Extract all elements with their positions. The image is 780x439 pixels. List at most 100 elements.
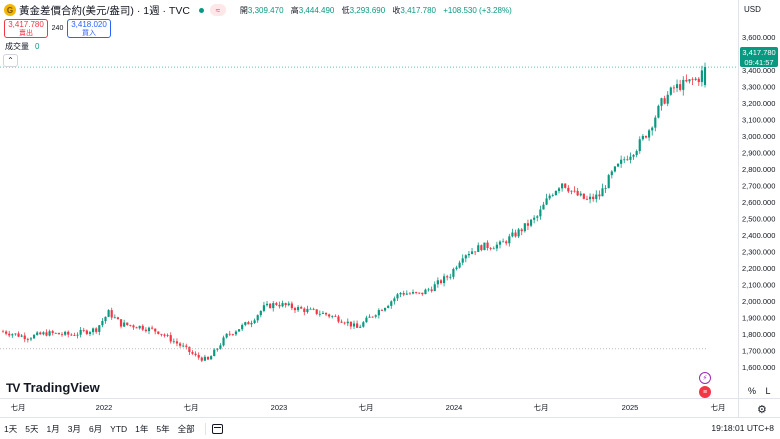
candle-body [107, 310, 110, 317]
time-tick-label: 七月 [711, 403, 726, 412]
candle-body [300, 307, 303, 309]
sell-button[interactable]: 3,417.780 賣出 [4, 19, 48, 38]
candle-body [334, 315, 337, 317]
range-3m[interactable]: 3月 [67, 423, 81, 434]
candle-body [679, 84, 682, 90]
time-tick-label: 七月 [534, 403, 549, 412]
candle-body [225, 333, 228, 338]
candle-body [147, 327, 151, 332]
candle-body [585, 198, 589, 200]
candle-body [132, 325, 135, 328]
candle-body [95, 328, 98, 332]
clock[interactable]: 19:18:01 UTC+8 [711, 423, 774, 433]
candle-body [290, 303, 293, 309]
candle-body [380, 310, 384, 311]
symbol-title[interactable]: 黃金差價合約(美元/盎司) · 1週 · TVC [19, 4, 190, 17]
candle-body [700, 70, 703, 83]
candle-body [598, 194, 601, 197]
candle-body [11, 334, 14, 336]
candle-body [442, 276, 446, 284]
candle-body [141, 325, 144, 330]
candle-body [247, 322, 250, 325]
candle-body [542, 204, 545, 210]
candle-body [275, 303, 278, 305]
range-1d[interactable]: 1天 [4, 423, 18, 434]
candle-body [430, 289, 433, 291]
settings-gear-icon[interactable]: ⚙ [757, 404, 767, 416]
candle-body [411, 292, 415, 294]
price-tick-label: 2,500.000 [742, 215, 775, 224]
candle-body [536, 216, 539, 218]
candle-body [368, 316, 371, 318]
price-tick-label: 3,600.000 [742, 33, 775, 42]
candle-body [613, 166, 617, 172]
range-1y[interactable]: 1年 [135, 423, 149, 434]
candle-body [554, 190, 557, 196]
candle-body [607, 175, 610, 189]
candle-body [511, 232, 514, 237]
price-tick-label: 2,700.000 [742, 182, 775, 191]
candle-body [663, 98, 666, 104]
candle-body [210, 356, 213, 360]
range-6m[interactable]: 6月 [88, 423, 103, 434]
candle-body [539, 209, 542, 217]
candle-body [396, 294, 399, 299]
candle-body [533, 217, 536, 220]
price-tick-label: 2,800.000 [742, 165, 775, 174]
candle-body [104, 316, 107, 322]
price-tick-label: 1,900.000 [742, 314, 775, 323]
lightning-icon[interactable]: ⚡ [699, 372, 711, 384]
candle-body [439, 280, 443, 284]
candle-body [45, 332, 48, 336]
range-1m[interactable]: 1月 [46, 423, 60, 434]
data-flag-icon[interactable]: ≈ [209, 4, 226, 16]
candle-body [29, 338, 33, 340]
candle-body [269, 303, 272, 309]
candle-body [545, 198, 548, 205]
price-tick-label: 2,400.000 [742, 231, 775, 240]
candle-body [374, 315, 377, 317]
candle-body [399, 292, 402, 295]
collapse-legend-button[interactable]: ⌃ [3, 54, 18, 67]
range-all[interactable]: 全部 [177, 423, 195, 434]
range-ytd[interactable]: YTD [110, 423, 128, 434]
currency-label[interactable]: USD [744, 5, 761, 14]
tradingview-logo[interactable]: TV TradingView [6, 380, 100, 395]
candle-body [371, 316, 374, 318]
candle-body [157, 331, 160, 334]
range-5d[interactable]: 5天 [25, 423, 39, 434]
candle-body [113, 317, 116, 319]
candle-body [241, 324, 244, 330]
candle-body [433, 284, 436, 291]
candle-body [178, 343, 182, 346]
candle-body [197, 354, 200, 358]
candle-body [424, 289, 427, 295]
candle-body [480, 245, 483, 251]
candle-body [138, 325, 141, 329]
us-flag-icon[interactable]: ≡ [699, 386, 711, 398]
candle-body [200, 357, 203, 361]
buy-button[interactable]: 3,418.020 買入 [67, 19, 111, 38]
log-scale-button[interactable]: L [765, 386, 771, 396]
candle-body [116, 317, 120, 320]
calendar-icon[interactable] [211, 423, 223, 434]
candle-body [346, 321, 349, 324]
candle-body [449, 276, 452, 278]
candle-body [694, 78, 697, 80]
range-5y[interactable]: 5年 [156, 423, 170, 434]
spread-value: 240 [51, 25, 64, 32]
percent-scale-button[interactable]: % [747, 386, 756, 396]
candle-body [32, 334, 36, 339]
candle-body [206, 356, 210, 360]
candle-body [523, 223, 526, 232]
candle-body [520, 229, 523, 232]
candle-body [64, 331, 67, 335]
candle-body [352, 323, 356, 327]
candle-body [557, 188, 561, 191]
candle-body [272, 303, 275, 309]
price-tick-label: 2,900.000 [742, 149, 775, 158]
candle-body [265, 303, 269, 306]
candle-body [703, 67, 707, 85]
candle-body [685, 79, 688, 82]
